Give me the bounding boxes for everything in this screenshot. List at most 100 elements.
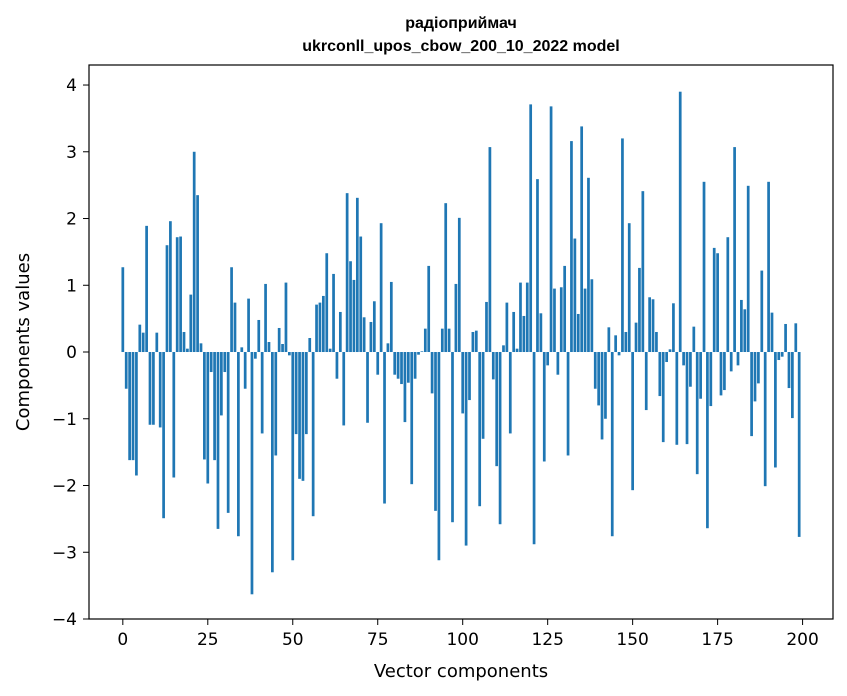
bar: [542, 352, 546, 462]
bar: [525, 282, 529, 353]
bar: [770, 312, 774, 353]
bar: [240, 347, 244, 353]
bar: [376, 352, 380, 375]
bar: [237, 352, 240, 537]
bar: [495, 352, 499, 467]
bar: [427, 265, 431, 353]
bar: [406, 352, 410, 383]
bar: [566, 352, 570, 456]
bar: [648, 297, 651, 353]
bar: [655, 331, 658, 353]
bar: [383, 352, 386, 504]
bar: [576, 313, 580, 353]
bar: [403, 352, 407, 423]
bar: [461, 352, 465, 414]
bar: [318, 302, 322, 353]
bar: [791, 352, 794, 419]
y-tick-label: 3: [66, 143, 77, 163]
bar: [152, 352, 155, 425]
bar: [413, 352, 417, 379]
bar: [529, 104, 533, 353]
bar: [182, 331, 186, 353]
x-tick-label: 50: [282, 630, 304, 650]
bar: [502, 345, 505, 353]
bar: [706, 352, 709, 529]
bar: [271, 352, 274, 573]
bar: [216, 352, 220, 529]
bar: [498, 352, 502, 525]
bar: [522, 315, 526, 353]
bar: [641, 191, 645, 353]
bar: [175, 237, 179, 353]
bar: [553, 288, 556, 353]
bar: [355, 197, 359, 353]
bar: [454, 283, 458, 353]
bar: [315, 304, 318, 353]
bar: [638, 267, 641, 353]
bar: [189, 294, 193, 353]
bar: [716, 253, 719, 353]
bar: [396, 352, 400, 379]
bar: [631, 352, 634, 491]
bar: [597, 352, 601, 406]
bar: [247, 298, 250, 353]
bar: [444, 203, 448, 353]
bar: [226, 352, 230, 513]
bar: [556, 352, 560, 375]
bar: [311, 352, 315, 517]
bar: [763, 352, 767, 487]
bar: [304, 352, 308, 435]
bar: [145, 225, 148, 353]
bar: [563, 265, 567, 353]
bar: [474, 330, 478, 353]
bar: [457, 217, 461, 353]
bar: [393, 352, 397, 375]
bar: [512, 311, 516, 353]
x-tick-label: 125: [531, 630, 563, 650]
bar: [580, 126, 584, 353]
bar: [678, 91, 682, 353]
bar: [753, 352, 757, 402]
bar: [488, 147, 492, 353]
bar: [750, 352, 753, 437]
bar: [774, 352, 777, 468]
bar: [186, 348, 189, 353]
bar: [158, 352, 162, 428]
x-tick-label: 75: [367, 630, 389, 650]
bar: [797, 352, 801, 537]
bar: [359, 236, 363, 353]
y-tick-label: −2: [52, 477, 77, 497]
bar: [288, 352, 291, 356]
bar: [451, 352, 454, 523]
bar: [685, 352, 689, 445]
bar: [254, 352, 257, 359]
x-tick-label: 150: [616, 630, 648, 650]
bar: [379, 223, 383, 353]
x-tick-label: 100: [446, 630, 478, 650]
bar: [610, 352, 614, 537]
bar: [162, 352, 165, 519]
bar: [675, 352, 679, 445]
bar: [692, 326, 696, 353]
bar: [335, 352, 339, 379]
bar: [508, 352, 512, 434]
bar: [206, 352, 210, 484]
bar: [264, 283, 267, 353]
bar: [294, 352, 298, 435]
bar: [546, 352, 550, 366]
bar: [203, 352, 206, 460]
bar: [440, 328, 444, 353]
bar: [651, 299, 655, 353]
y-tick-label: 0: [66, 343, 77, 363]
bar: [515, 348, 519, 353]
bar: [621, 138, 624, 353]
bar: [559, 287, 563, 353]
x-axis-title: Vector components: [374, 661, 548, 682]
bar: [593, 352, 597, 389]
bar: [281, 344, 284, 353]
bar: [321, 295, 325, 353]
bar: [624, 331, 628, 353]
bar: [199, 343, 203, 353]
bar: [369, 321, 373, 353]
